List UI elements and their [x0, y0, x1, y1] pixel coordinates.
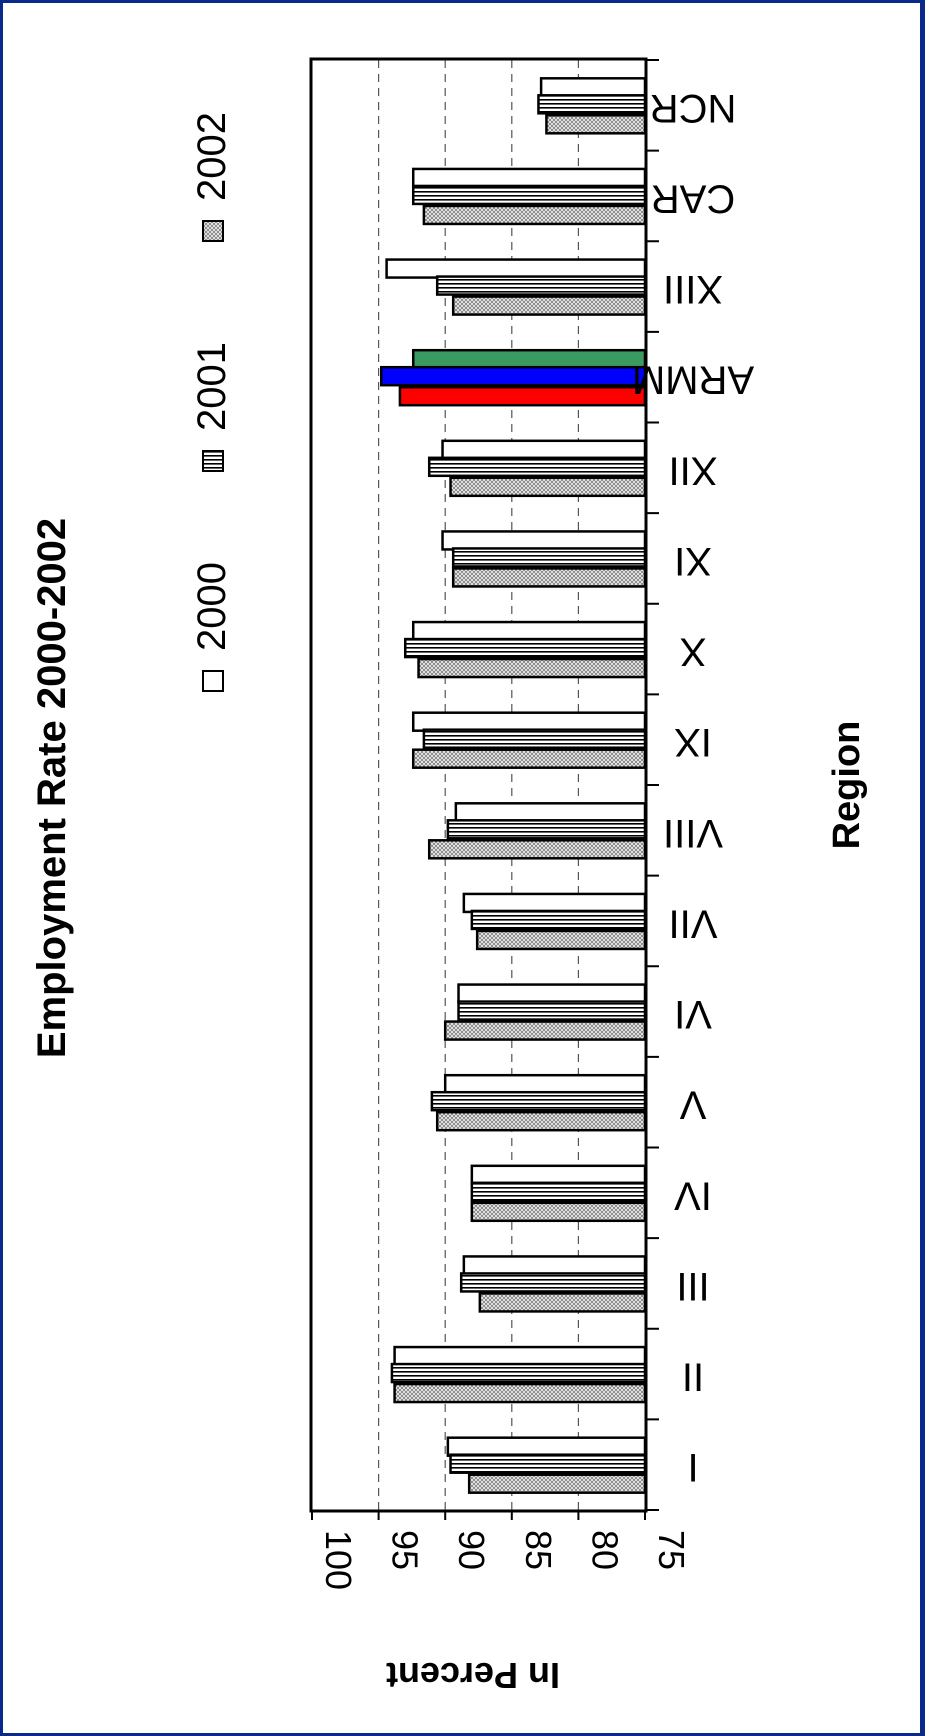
bar-IV-2002	[470, 1201, 647, 1223]
bar-X-2000	[411, 620, 647, 642]
bar-V-2002	[435, 1110, 647, 1132]
chart-frame: Employment Rate 2000-2002 2000 2001 2002 1…	[3, 3, 920, 1733]
bar-I-2001	[449, 1453, 647, 1474]
category-label-I: I	[687, 1445, 698, 1489]
bar-ARMM-2001	[380, 365, 647, 387]
legend: 2000 2001 2002	[190, 112, 234, 692]
bar-XI-2002	[451, 567, 647, 588]
bar-VII-2001	[470, 909, 647, 931]
value-tick-label: 95	[385, 1530, 426, 1570]
bar-IX-2001	[422, 728, 647, 749]
category-label-VIII: VIII	[663, 811, 723, 855]
bar-XII-2002	[449, 476, 647, 498]
bar-V-2000	[443, 1073, 647, 1095]
category-axis-title: Region	[826, 721, 868, 850]
bar-IV-2001	[470, 1181, 647, 1203]
category-label-XIII: XIII	[663, 267, 723, 311]
category-label-VII: VII	[669, 901, 718, 945]
bar-XIII-2001	[435, 275, 647, 296]
legend-swatch-2002	[202, 220, 224, 242]
bar-III-2001	[459, 1272, 647, 1293]
category-label-CAR: CAR	[651, 176, 735, 220]
bar-V-2001	[430, 1090, 647, 1112]
bar-VII-2002	[475, 929, 647, 951]
employment-rate-chart: Employment Rate 2000-2002 2000 2001 2002 1…	[30, 57, 868, 1696]
category-label-IV: IV	[674, 1173, 712, 1217]
value-tick-label: 90	[451, 1530, 492, 1570]
bar-X-2002	[417, 657, 647, 679]
legend-label-2002: 2002	[190, 112, 234, 201]
value-tick-label: 80	[584, 1530, 625, 1570]
bar-III-2000	[462, 1255, 647, 1276]
legend-swatch-2000	[202, 670, 224, 692]
bar-IV-2000	[470, 1164, 647, 1186]
value-axis-title: In Percent	[386, 1655, 560, 1696]
category-label-V: V	[679, 1083, 706, 1127]
value-tick-label: 75	[651, 1530, 692, 1570]
bar-VI-2001	[457, 1000, 647, 1021]
bar-XII-2001	[427, 456, 647, 478]
legend-label-2000: 2000	[190, 562, 234, 651]
category-label-III: III	[676, 1264, 709, 1308]
category-label-NCR: NCR	[650, 86, 737, 130]
bar-VI-2000	[457, 983, 647, 1004]
bar-CAR-2001	[411, 184, 647, 206]
bar-XI-2000	[441, 530, 647, 551]
value-axis-ticks: 100 95 90 85 80 75	[311, 1510, 692, 1590]
bar-X-2001	[403, 637, 647, 659]
category-label-XII: XII	[669, 448, 718, 492]
bar-ARMM-2002	[398, 385, 647, 407]
bar-I-2002	[467, 1473, 647, 1494]
bar-VI-2002	[443, 1020, 647, 1041]
category-label-IX: IX	[674, 720, 712, 764]
bar-II-2000	[393, 1345, 647, 1367]
category-label-ARMM: ARMM	[632, 358, 754, 402]
bar-VIII-2002	[427, 839, 647, 860]
chart-title: Employment Rate 2000-2002	[30, 518, 74, 1058]
bar-CAR-2002	[422, 204, 647, 226]
bar-XIII-2000	[385, 258, 647, 279]
legend-label-2001: 2001	[190, 342, 234, 431]
bar-NCR-2001	[537, 94, 647, 115]
bar-NCR-2002	[545, 114, 647, 135]
bar-NCR-2000	[539, 77, 647, 98]
bar-XI-2001	[451, 547, 647, 568]
bar-VIII-2000	[454, 802, 647, 823]
category-label-X: X	[680, 630, 707, 674]
category-label-VI: VI	[674, 992, 712, 1036]
bar-II-2002	[393, 1382, 647, 1404]
bar-CAR-2000	[411, 167, 647, 189]
bar-XII-2000	[441, 439, 647, 461]
bar-III-2002	[478, 1292, 647, 1313]
category-label-II: II	[682, 1355, 704, 1399]
category-label-XI: XI	[674, 539, 712, 583]
value-tick-label: 85	[518, 1530, 559, 1570]
bar-II-2001	[390, 1362, 647, 1384]
bar-IX-2002	[411, 748, 647, 769]
bar-VII-2000	[462, 892, 647, 914]
value-tick-label: 100	[318, 1530, 359, 1590]
legend-swatch-2001	[202, 450, 224, 472]
bar-I-2000	[446, 1436, 647, 1457]
bar-XIII-2002	[451, 295, 647, 316]
bars	[380, 77, 647, 1494]
bar-VIII-2001	[446, 819, 647, 840]
bar-ARMM-2000	[411, 348, 647, 370]
bar-IX-2000	[411, 711, 647, 732]
